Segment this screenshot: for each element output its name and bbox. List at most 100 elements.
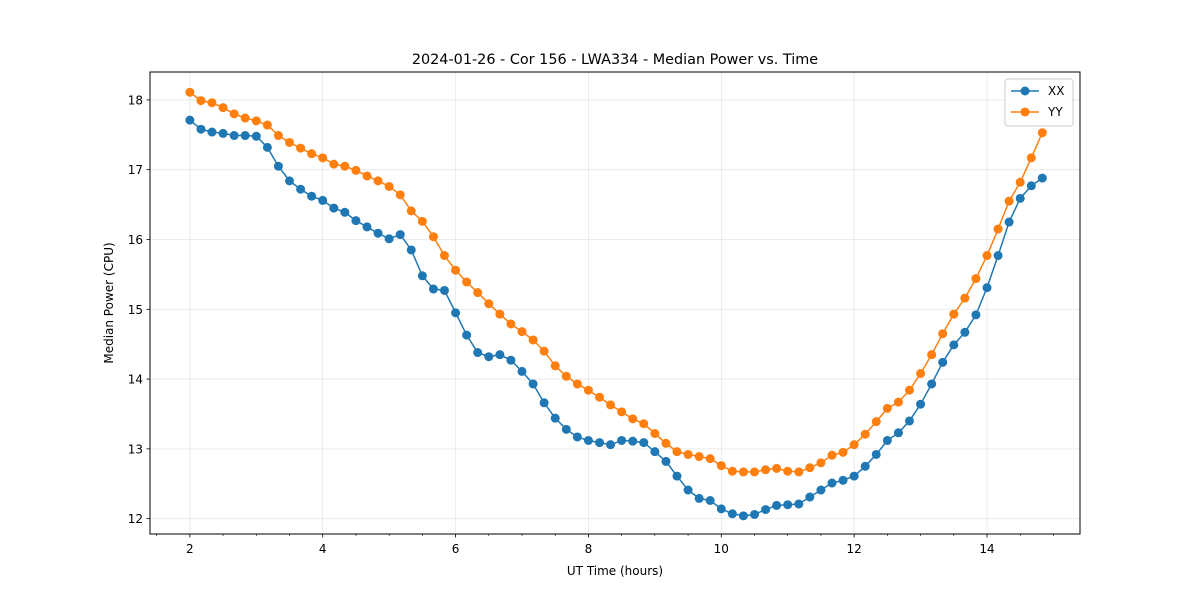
data-point-yy (816, 458, 826, 468)
x-tick-label: 2 (186, 542, 194, 556)
data-point-xx (1026, 181, 1036, 191)
data-point-yy (307, 149, 317, 159)
data-point-yy (672, 447, 682, 457)
data-point-yy (539, 346, 549, 356)
y-tick-label: 18 (128, 93, 143, 107)
data-point-yy (285, 137, 294, 147)
y-tick-label: 12 (128, 512, 143, 526)
data-point-xx (329, 203, 339, 213)
data-point-xx (1037, 173, 1047, 183)
data-point-xx (849, 471, 859, 481)
data-point-xx (595, 438, 605, 448)
data-point-xx (185, 115, 195, 125)
data-point-xx (1004, 217, 1014, 227)
data-point-yy (982, 251, 992, 261)
data-point-xx (694, 493, 704, 503)
data-point-yy (949, 309, 959, 319)
x-tick-label: 4 (319, 542, 327, 556)
data-point-xx (971, 310, 981, 320)
data-point-yy (683, 449, 693, 459)
data-point-xx (506, 355, 516, 365)
data-point-yy (506, 319, 516, 329)
data-point-yy (849, 440, 859, 450)
data-point-xx (273, 161, 283, 171)
data-point-xx (417, 271, 427, 281)
data-point-xx (661, 456, 671, 466)
plot-area-frame (149, 71, 1081, 535)
data-point-yy (373, 176, 383, 186)
data-point-xx (207, 127, 217, 137)
data-point-xx (572, 432, 582, 442)
data-point-yy (595, 392, 605, 402)
data-point-xx (916, 399, 926, 409)
data-point-xx (583, 435, 593, 445)
data-point-xx (196, 124, 206, 134)
data-point-yy (938, 329, 948, 339)
data-point-xx (750, 509, 759, 519)
data-point-yy (661, 438, 671, 448)
data-point-yy (196, 96, 206, 106)
data-point-xx (1015, 193, 1025, 203)
data-point-xx (561, 424, 571, 434)
data-point-yy (439, 251, 449, 261)
data-point-yy (1015, 177, 1025, 187)
data-point-yy (517, 327, 527, 337)
y-tick-label: 14 (128, 373, 143, 387)
data-point-xx (938, 357, 948, 367)
data-point-xx (462, 330, 472, 340)
data-point-yy (827, 450, 837, 460)
data-point-yy (904, 385, 914, 395)
data-point-xx (838, 475, 848, 485)
data-point-yy (406, 206, 416, 216)
data-point-yy (262, 120, 272, 130)
x-tick-label: 6 (452, 542, 460, 556)
data-point-xx (904, 416, 914, 426)
data-point-yy (218, 103, 228, 113)
data-point-xx (473, 348, 483, 358)
data-point-xx (672, 471, 682, 481)
data-point-xx (949, 340, 959, 350)
y-axis-label: Median Power (CPU) (102, 242, 116, 363)
data-point-xx (495, 350, 505, 360)
x-tick-label: 10 (714, 542, 729, 556)
legend-marker-yy (1020, 107, 1030, 117)
plot-series (185, 87, 1047, 521)
data-point-yy (185, 87, 195, 97)
data-point-yy (639, 419, 649, 429)
data-point-yy (738, 467, 748, 477)
data-point-yy (561, 371, 571, 381)
data-point-xx (871, 449, 881, 459)
data-point-yy (395, 190, 405, 200)
data-point-yy (550, 361, 560, 371)
legend-marker-xx (1020, 86, 1030, 96)
data-point-xx (993, 251, 1003, 261)
y-tick-label: 15 (128, 303, 143, 317)
data-point-xx (882, 435, 892, 445)
data-point-yy (340, 161, 350, 171)
data-point-yy (1026, 153, 1036, 163)
data-point-xx (550, 413, 560, 423)
data-point-yy (705, 454, 715, 464)
data-point-yy (960, 293, 970, 303)
data-point-xx (639, 438, 649, 448)
data-point-xx (406, 245, 416, 255)
data-point-xx (262, 142, 272, 152)
x-axis-label: UT Time (hours) (567, 564, 663, 578)
data-point-xx (229, 131, 239, 141)
data-point-xx (927, 379, 937, 389)
data-point-yy (628, 414, 638, 424)
y-tick-label: 16 (128, 233, 143, 247)
data-point-xx (285, 176, 294, 186)
data-point-xx (860, 461, 870, 471)
data-point-xx (484, 352, 494, 362)
data-point-xx (539, 398, 549, 408)
data-point-xx (772, 500, 782, 510)
data-point-yy (993, 224, 1003, 234)
data-point-xx (827, 478, 837, 488)
data-point-yy (750, 467, 759, 477)
data-point-xx (816, 485, 826, 495)
data-point-xx (296, 184, 306, 194)
grid (150, 72, 1080, 534)
data-point-yy (240, 113, 250, 123)
